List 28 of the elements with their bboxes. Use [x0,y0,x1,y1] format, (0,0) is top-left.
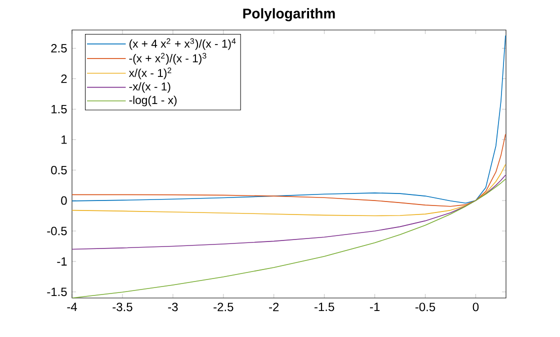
legend-label: (x + 4 x$^{2}$ + x$^{3}$)/(x - 1)$^{4}$ [130,38,236,50]
line-series [72,134,506,207]
legend-label: -(x + x$^{2}$)/(x - 1)$^{3}$ [129,52,206,65]
x-tick-label: -3.5 [112,302,132,312]
line-series [72,174,506,250]
x-tick-label: -4 [67,302,77,311]
x-tick-label: -2.5 [214,302,234,312]
y-tick-label: 1 [62,136,67,144]
x-tick-label: -1.5 [314,302,334,312]
y-tick-label: 0.5 [51,166,67,174]
legend-label: x/(x - 1)$^{2}$ [128,68,172,80]
legend-label: -log(1 - x) [129,96,177,106]
y-tick-label: -1.5 [47,288,67,296]
y-tick-label: -0.5 [47,226,67,236]
x-tick-label: -3 [168,302,178,312]
legend-label: -x/(x - 1) [129,82,170,93]
y-tick-label: -1 [57,257,67,266]
x-tick-label: 0 [472,302,479,312]
line-series [72,35,506,204]
y-tick-label: 0 [61,196,67,205]
x-tick-label: -0.5 [415,302,436,312]
chart-title: Polylogarithm [243,8,335,22]
y-tick-label: 1.5 [52,104,67,114]
line-series [72,178,506,298]
x-tick-label: -2 [269,302,279,312]
y-tick-label: 2 [61,74,67,83]
y-tick-label: 2.5 [51,44,67,53]
x-tick-label: -1 [370,302,380,311]
